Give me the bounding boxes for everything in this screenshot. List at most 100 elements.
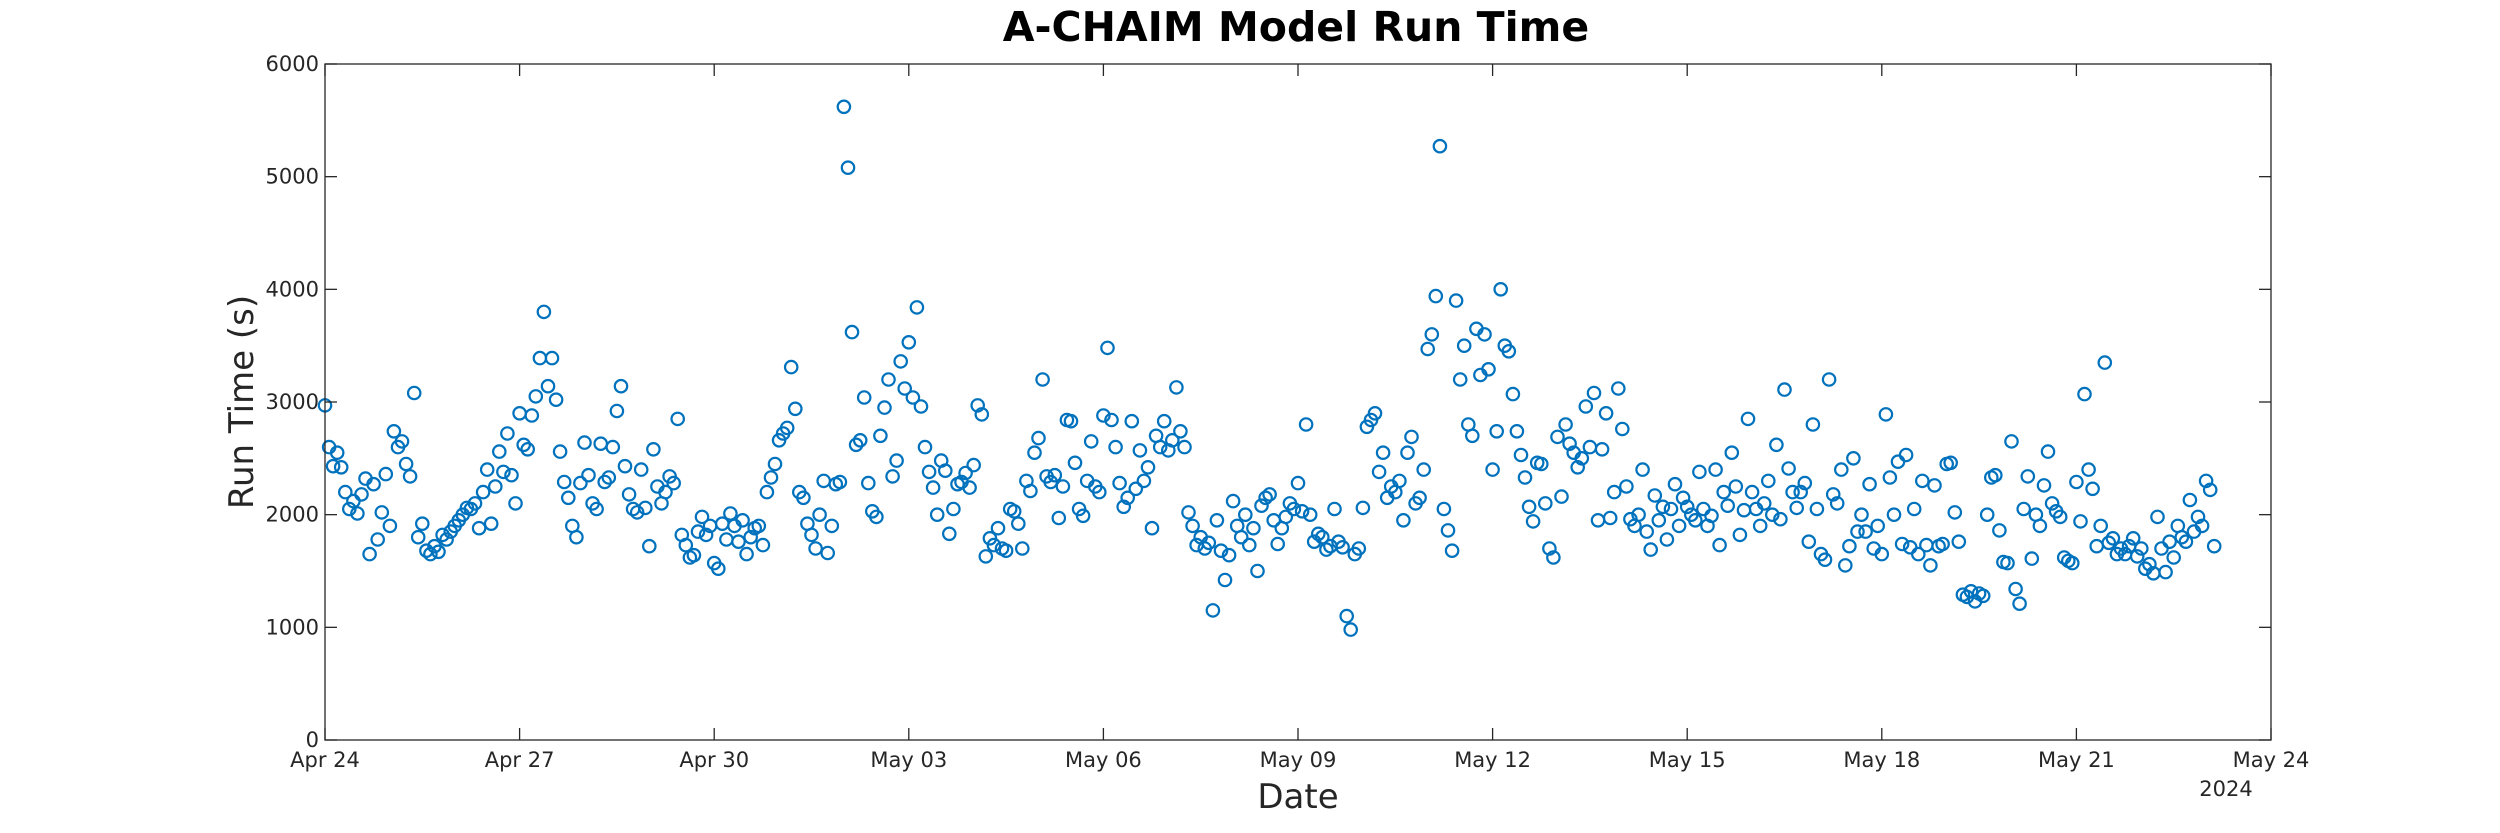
data-point bbox=[958, 465, 973, 481]
data-point bbox=[410, 529, 426, 545]
data-point bbox=[2105, 530, 2121, 546]
data-point bbox=[852, 432, 868, 448]
data-point bbox=[1947, 505, 1963, 520]
data-point bbox=[646, 441, 661, 457]
data-point bbox=[1452, 372, 1468, 387]
data-point bbox=[1213, 543, 1229, 558]
data-point bbox=[869, 509, 884, 525]
data-point bbox=[475, 484, 491, 500]
data-point bbox=[524, 408, 540, 423]
data-point bbox=[516, 437, 531, 453]
data-point bbox=[873, 428, 888, 444]
data-point bbox=[471, 520, 487, 536]
data-point bbox=[1128, 481, 1144, 497]
data-point bbox=[1262, 487, 1277, 502]
data-point bbox=[621, 487, 637, 502]
data-point bbox=[877, 400, 892, 415]
data-points bbox=[317, 99, 2222, 637]
x-tick-label: May 12 bbox=[1454, 748, 1531, 772]
data-point bbox=[990, 520, 1006, 536]
data-point bbox=[1075, 508, 1091, 524]
data-point bbox=[1104, 412, 1119, 428]
data-point bbox=[1063, 413, 1079, 429]
data-point bbox=[1489, 423, 1504, 439]
data-point bbox=[2166, 550, 2181, 565]
data-point bbox=[1712, 537, 1727, 553]
data-point bbox=[1156, 413, 1172, 429]
data-point bbox=[544, 350, 560, 366]
data-point bbox=[1789, 500, 1804, 516]
data-point bbox=[1400, 445, 1415, 460]
data-point bbox=[848, 437, 864, 453]
data-point bbox=[333, 459, 349, 475]
data-point bbox=[1209, 512, 1225, 528]
data-point bbox=[1635, 462, 1650, 477]
data-point bbox=[1773, 511, 1788, 527]
data-point bbox=[1882, 470, 1898, 485]
data-point bbox=[1679, 499, 1695, 515]
data-point bbox=[893, 354, 908, 369]
data-point bbox=[1205, 603, 1221, 618]
data-point bbox=[2073, 514, 2088, 529]
data-point bbox=[735, 512, 750, 528]
data-point bbox=[1554, 489, 1569, 504]
data-point bbox=[710, 561, 726, 576]
data-point bbox=[435, 527, 450, 543]
data-point bbox=[946, 501, 961, 517]
data-point bbox=[1440, 523, 1456, 538]
data-point bbox=[962, 480, 977, 495]
data-point bbox=[1501, 343, 1517, 359]
data-point bbox=[1761, 473, 1776, 489]
x-tick-label: May 18 bbox=[1843, 748, 1920, 772]
data-point bbox=[686, 547, 702, 563]
data-point bbox=[905, 390, 921, 405]
data-point bbox=[1436, 501, 1452, 517]
data-point bbox=[1014, 541, 1030, 556]
data-point bbox=[354, 487, 369, 502]
data-point bbox=[633, 462, 649, 477]
data-point bbox=[487, 479, 503, 494]
data-point bbox=[731, 534, 746, 549]
data-point bbox=[897, 381, 912, 396]
data-point bbox=[941, 526, 957, 542]
x-axis-title: Date bbox=[1257, 777, 1338, 817]
data-point bbox=[1631, 507, 1646, 522]
data-point bbox=[1517, 470, 1533, 485]
data-point bbox=[1351, 541, 1367, 556]
y-tick-label: 4000 bbox=[266, 277, 319, 301]
data-point bbox=[1809, 501, 1825, 517]
data-point bbox=[398, 456, 414, 472]
data-point bbox=[1708, 462, 1723, 477]
data-point bbox=[1716, 484, 1731, 500]
data-point bbox=[844, 324, 860, 340]
data-point bbox=[1132, 443, 1148, 458]
data-point bbox=[617, 458, 633, 474]
data-point bbox=[1327, 501, 1342, 517]
data-point bbox=[986, 537, 1002, 553]
data-point bbox=[1181, 505, 1196, 520]
x-tick-label: May 03 bbox=[870, 748, 947, 772]
y-tick-label: 3000 bbox=[266, 390, 319, 414]
data-point bbox=[1704, 508, 1719, 524]
data-point bbox=[2052, 509, 2068, 525]
data-point bbox=[974, 407, 990, 422]
data-point bbox=[423, 546, 438, 562]
y-tick-label: 2000 bbox=[266, 503, 319, 527]
data-point bbox=[925, 480, 941, 495]
data-point bbox=[881, 372, 896, 387]
data-point bbox=[783, 359, 799, 375]
data-point bbox=[1509, 423, 1525, 439]
data-point bbox=[1720, 498, 1735, 513]
data-point bbox=[1534, 456, 1549, 472]
data-point bbox=[1740, 411, 1756, 427]
data-point bbox=[1375, 445, 1391, 460]
data-point bbox=[698, 527, 714, 543]
data-point bbox=[2085, 481, 2100, 497]
data-point bbox=[937, 463, 953, 478]
data-point bbox=[1825, 487, 1841, 502]
data-point bbox=[1915, 473, 1930, 489]
data-point bbox=[812, 507, 827, 522]
data-point bbox=[1315, 529, 1330, 545]
data-point bbox=[1911, 546, 1926, 562]
data-point bbox=[694, 509, 710, 525]
